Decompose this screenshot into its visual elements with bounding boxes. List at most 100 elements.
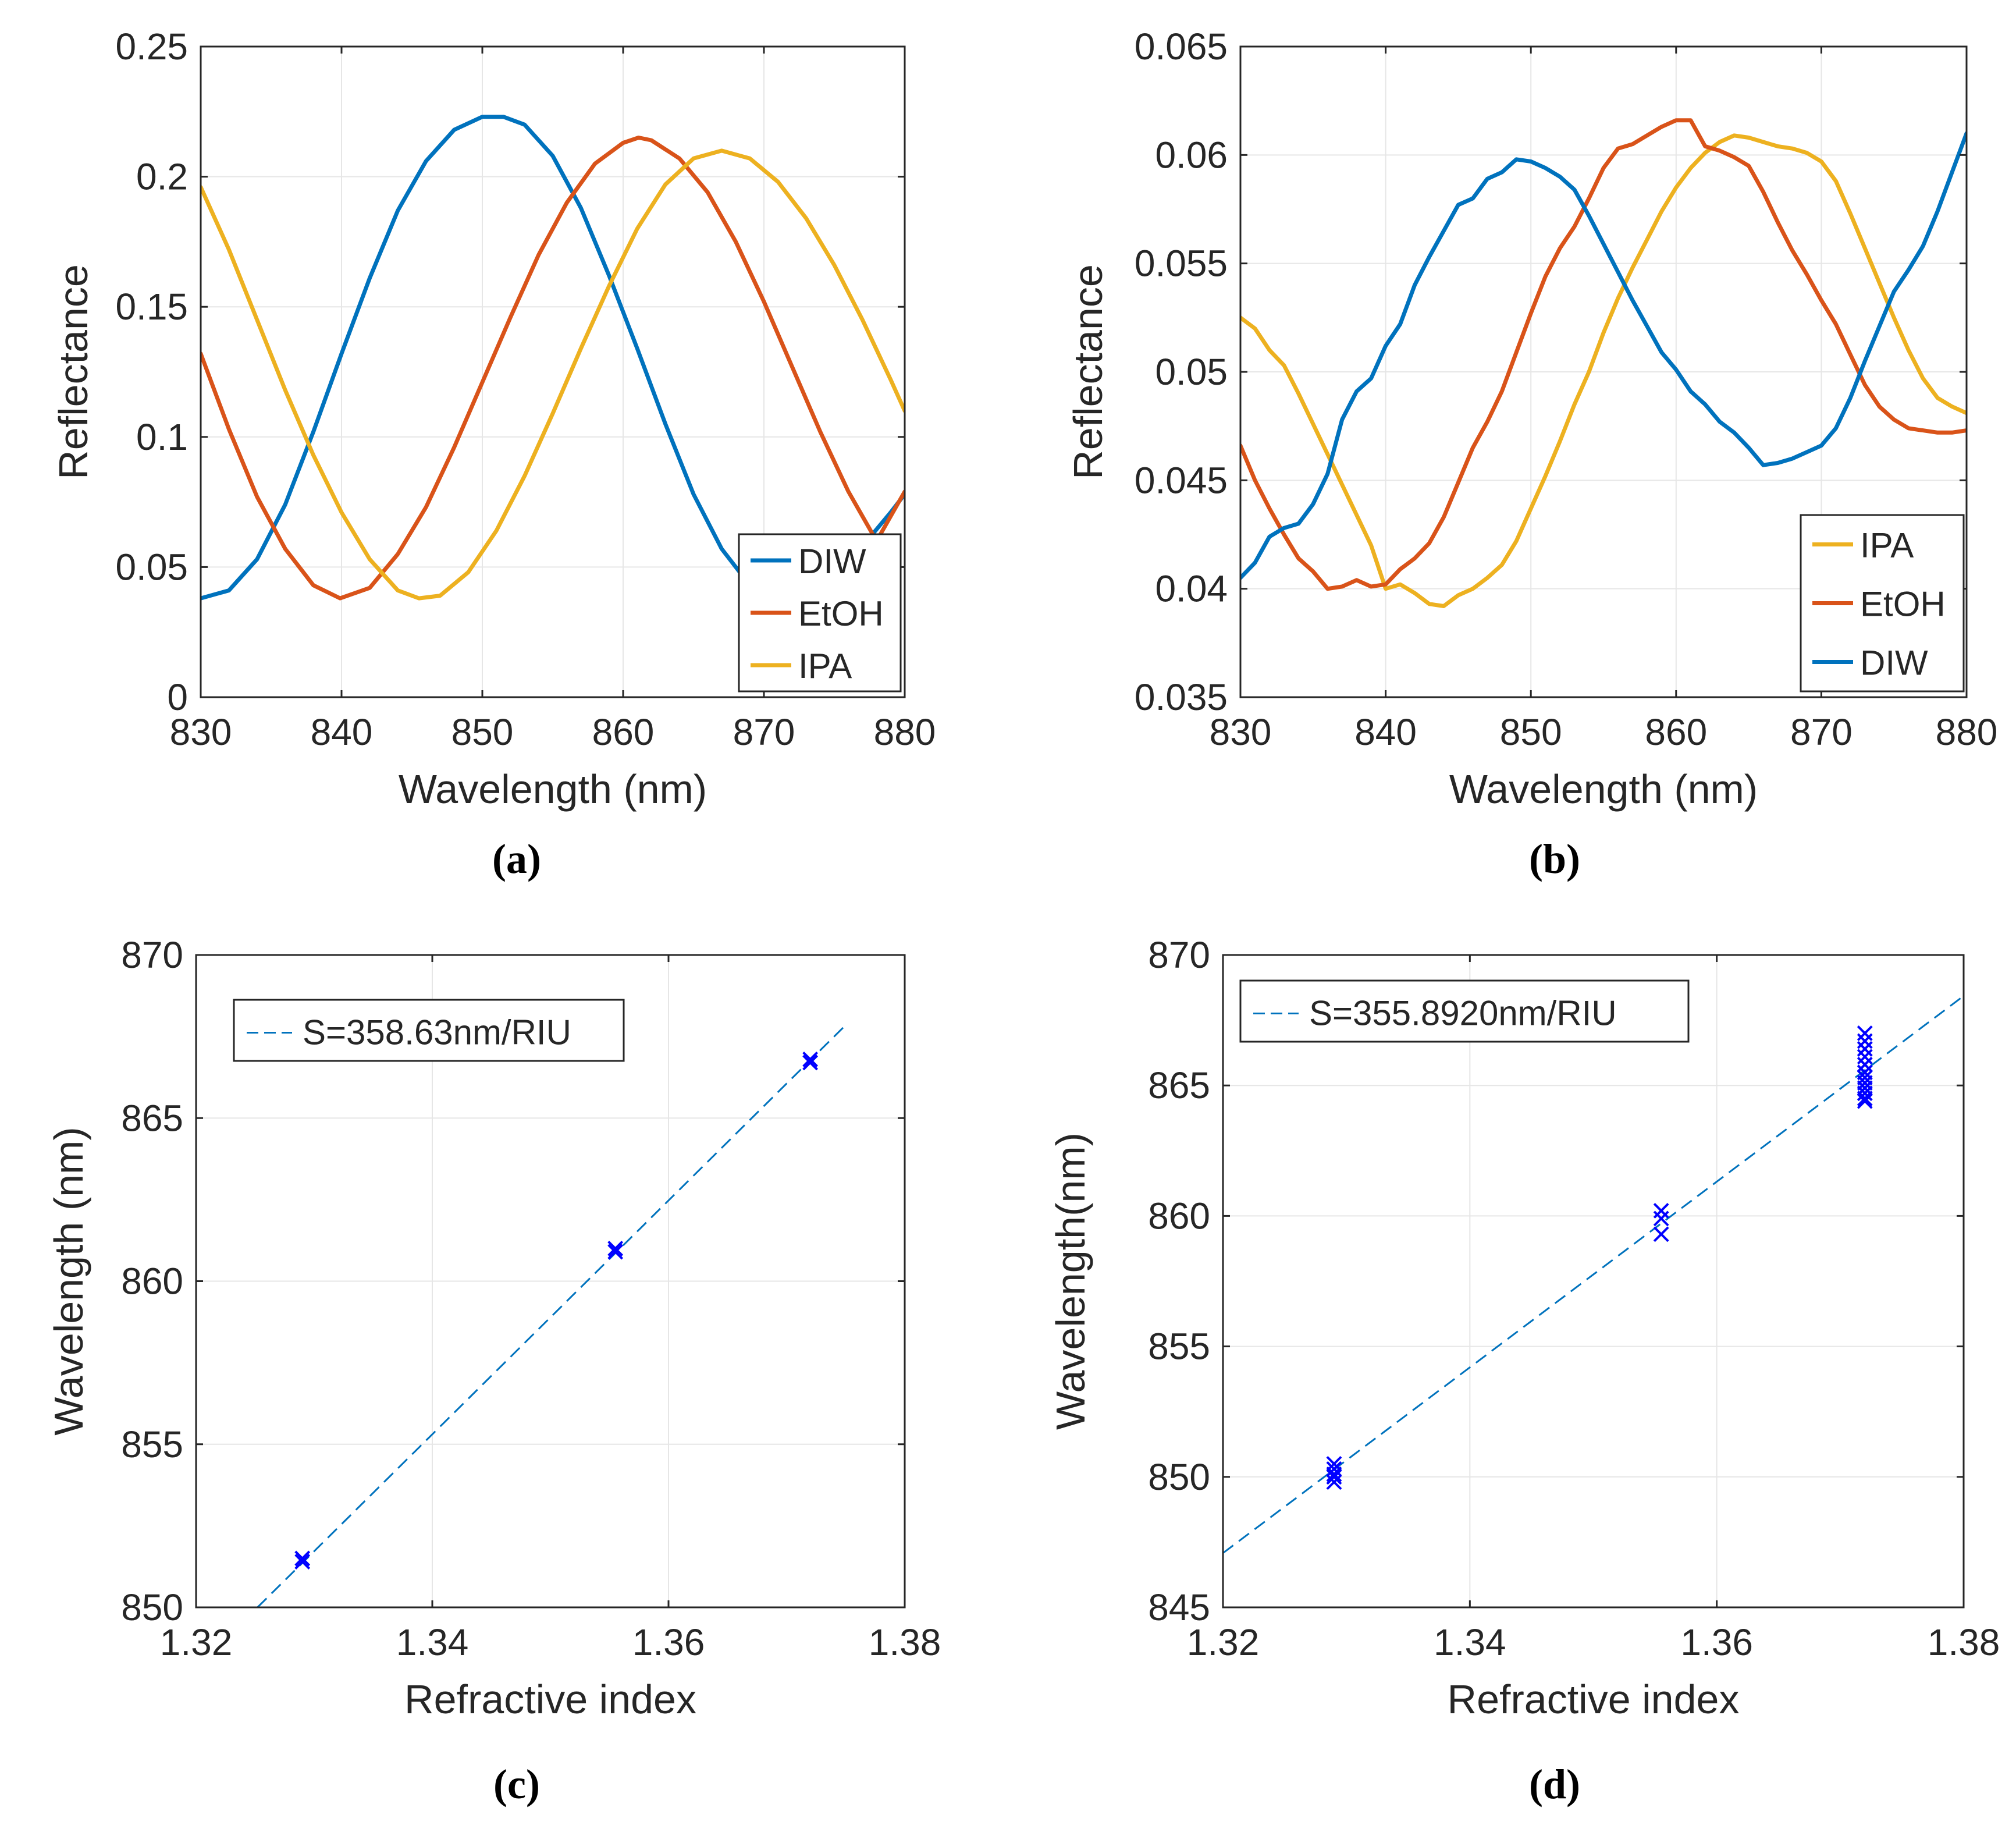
- legend: DIW EtOH IPA: [738, 533, 902, 693]
- x-tick-label: 1.38: [1928, 1621, 2000, 1663]
- y-tick-label: 0.05: [115, 546, 188, 588]
- x-tick-label: 880: [1936, 711, 1998, 753]
- x-tick-label: 1.32: [1187, 1621, 1260, 1663]
- x-tick-label: 880: [874, 711, 936, 753]
- data-point: [607, 1244, 624, 1260]
- data-point-stroke: [1653, 1226, 1669, 1242]
- y-tick-label: 860: [121, 1261, 183, 1302]
- y-tick-label: 845: [1148, 1586, 1210, 1628]
- x-tick-label: 830: [170, 711, 232, 753]
- data-point-stroke: [607, 1244, 624, 1260]
- y-tick-label: 860: [1148, 1195, 1210, 1237]
- x-tick-label: 840: [311, 711, 373, 753]
- data-point: [1653, 1226, 1669, 1242]
- panel-c: 1.32 1.34 1.36 1.38 850 855 860 865 870 Refractiv…: [46, 934, 941, 1808]
- y-tick-label: 0.045: [1135, 459, 1228, 501]
- y-tick-label: 0.1: [136, 416, 188, 458]
- data-point-stroke: [1326, 1474, 1342, 1490]
- x-axis-label: Refractive index: [1448, 1677, 1740, 1722]
- data-point-stroke: [1857, 1093, 1873, 1109]
- series-line-ipa: [1240, 133, 1967, 608]
- legend-label-etoh: EtOH: [798, 594, 884, 633]
- x-tick-label: 1.34: [1434, 1621, 1506, 1663]
- data-point: [802, 1054, 819, 1071]
- y-axis-label: Reflectance: [1065, 264, 1111, 480]
- x-tick-label: 1.36: [1680, 1621, 1753, 1663]
- legend: IPA EtOH DIW: [1800, 514, 1965, 693]
- fit-line: [1223, 995, 1964, 1554]
- x-axis-label: Wavelength (nm): [399, 766, 707, 812]
- x-tick-label: 840: [1354, 711, 1417, 753]
- axes-box: [1222, 954, 1965, 1609]
- legend-label-ipa: IPA: [1860, 526, 1914, 565]
- x-axis-label: Wavelength (nm): [1449, 766, 1758, 812]
- x-tick-label: 850: [451, 711, 514, 753]
- y-tick-label: 870: [121, 934, 183, 976]
- y-axis-label: Wavelength (nm): [46, 1127, 91, 1435]
- data-point: [607, 1241, 624, 1256]
- y-tick-label: 0.055: [1135, 243, 1228, 285]
- data-point-stroke: [1326, 1469, 1342, 1485]
- plot-area: [257, 1024, 847, 1607]
- y-tick-label: 0: [167, 676, 188, 718]
- series-line-diw: [201, 115, 905, 601]
- panel-b: 830 840 850 860 870 880 0.035 0.04 0.045 0.05 0.05…: [1065, 26, 1997, 882]
- y-tick-label: 855: [1148, 1326, 1210, 1368]
- y-tick-label: 865: [1148, 1064, 1210, 1106]
- y-tick-label: 0.035: [1135, 676, 1228, 718]
- x-tick-label: 1.34: [396, 1621, 469, 1663]
- y-tick-label: 0.05: [1155, 351, 1228, 393]
- legend: S=358.63nm/RIU: [233, 999, 625, 1062]
- legend-label-etoh: EtOH: [1860, 585, 1946, 624]
- series-line-ipa: [201, 148, 905, 601]
- legend-label-diw: DIW: [1860, 644, 1928, 683]
- y-tick-label: 0.04: [1155, 568, 1228, 610]
- legend-label-diw: DIW: [798, 542, 866, 581]
- x-tick-label: 870: [1790, 711, 1853, 753]
- data-point: [1857, 1091, 1873, 1107]
- data-point-stroke: [607, 1241, 624, 1256]
- x-tick-label: 830: [1210, 711, 1272, 753]
- data-point: [1857, 1025, 1873, 1041]
- data-point: [1326, 1474, 1342, 1490]
- panel-label: (c): [493, 1761, 540, 1808]
- panel-label: (b): [1529, 836, 1580, 882]
- fit-line: [257, 1024, 847, 1607]
- y-tick-label: 0.2: [136, 156, 188, 198]
- data-point: [294, 1550, 311, 1567]
- x-tick-label: 860: [592, 711, 655, 753]
- legend-label-fit: S=355.8920nm/RIU: [1309, 994, 1617, 1033]
- legend-label-fit: S=358.63nm/RIU: [303, 1013, 571, 1052]
- plot-area: [1240, 118, 1967, 608]
- y-tick-label: 0.25: [115, 26, 188, 68]
- y-tick-label: 0.06: [1155, 134, 1228, 176]
- data-point-stroke: [1857, 1091, 1873, 1107]
- x-tick-label: 1.32: [160, 1621, 233, 1663]
- legend: S=355.8920nm/RIU: [1239, 979, 1690, 1043]
- y-tick-label: 0.15: [115, 286, 188, 328]
- data-point: [1857, 1093, 1873, 1109]
- y-tick-label: 865: [121, 1097, 183, 1139]
- panel-d: 1.32 1.34 1.36 1.38 845 850 855 860 865 870 Refrac…: [1048, 934, 2000, 1808]
- data-point: [1653, 1210, 1669, 1227]
- y-tick-label: 0.065: [1135, 26, 1228, 68]
- data-point-stroke: [802, 1051, 819, 1067]
- series-line-diw: [1240, 131, 1967, 580]
- legend-label-ipa: IPA: [798, 647, 852, 686]
- y-tick-label: 870: [1148, 934, 1210, 976]
- legend-box: [1239, 979, 1690, 1043]
- y-axis-label: Reflectance: [51, 264, 96, 480]
- data-point: [802, 1051, 819, 1067]
- data-point: [1326, 1469, 1342, 1485]
- series-line-etoh: [1240, 118, 1967, 591]
- data-point: [1857, 1049, 1873, 1065]
- panel-a: 830 840 850 860 870 880 0 0.05 0.1 0.15 0.2 0.25 Wav…: [51, 26, 936, 882]
- y-axis-label: Wavelength(nm): [1048, 1132, 1093, 1430]
- x-tick-label: 850: [1500, 711, 1562, 753]
- y-tick-label: 850: [1148, 1456, 1210, 1498]
- plot-area: [1223, 995, 1964, 1554]
- legend-box: [233, 999, 625, 1062]
- y-tick-label: 850: [121, 1586, 183, 1628]
- x-tick-label: 1.36: [632, 1621, 705, 1663]
